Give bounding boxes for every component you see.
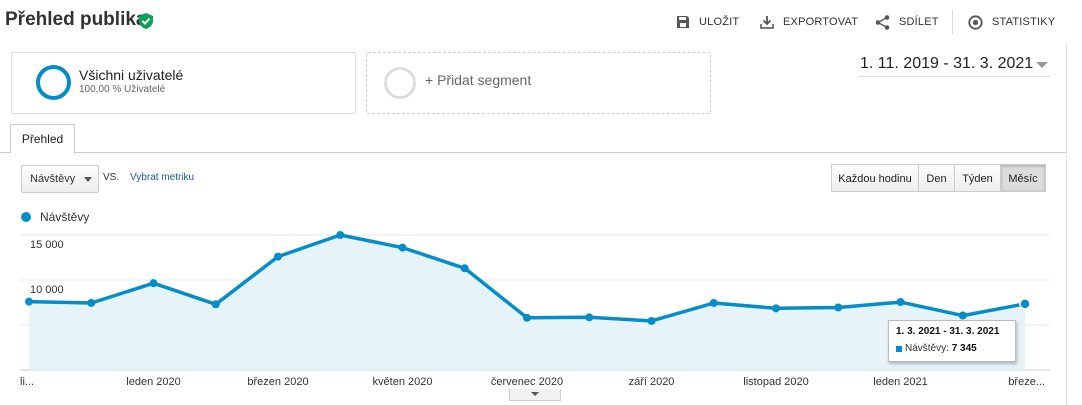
data-point: [336, 231, 345, 239]
save-button[interactable]: ULOŽIT: [676, 13, 739, 31]
segment-all-users[interactable]: Všichni uživatelé 100,00 % Uživatelé: [11, 52, 356, 114]
save-label: ULOŽIT: [699, 16, 740, 28]
save-icon: [677, 16, 689, 28]
chart-tooltip: 1. 3. 2021 - 31. 3. 2021 Návštěvy: 7 345: [888, 320, 1016, 362]
metric-dropdown-label: Návštěvy: [30, 173, 76, 185]
legend-label: Návštěvy: [40, 210, 90, 224]
data-point: [398, 243, 407, 252]
add-segment-button[interactable]: + Přidat segment: [366, 52, 711, 114]
tab-divider: [0, 152, 1066, 153]
page-title: Přehled publika: [5, 9, 147, 30]
chevron-down-icon: [531, 392, 539, 396]
data-point: [958, 311, 967, 320]
data-point: [834, 303, 843, 312]
data-point: [772, 304, 780, 313]
top-toolbar: Přehled publika ULOŽIT EXPORTOVAT SDÍLET…: [0, 0, 1082, 44]
tooltip-value: 7 345: [951, 343, 977, 354]
content-right-border: [1066, 44, 1067, 405]
date-range-text: 1. 11. 2019 - 31. 3. 2021: [860, 55, 1034, 72]
insights-label: STATISTIKY: [992, 16, 1056, 28]
granularity-month-button[interactable]: Měsíc: [1000, 164, 1046, 192]
series-area: [29, 235, 1025, 370]
x-tick-label: li...: [20, 376, 34, 388]
data-point: [460, 264, 469, 273]
data-point: [211, 300, 220, 309]
granularity-week-button[interactable]: Týden: [954, 164, 1001, 192]
granularity-hourly-button[interactable]: Každou hodinu: [831, 164, 919, 192]
x-tick-label: červenec 2020: [491, 376, 563, 388]
empty-segment-ring-icon: [384, 67, 416, 99]
date-range-picker[interactable]: 1. 11. 2019 - 31. 3. 2021: [858, 54, 1050, 77]
data-point: [1019, 298, 1031, 310]
share-label: SDÍLET: [899, 16, 939, 28]
segment-name: Všichni uživatelé: [79, 67, 184, 83]
segment-ring-icon: [36, 65, 71, 100]
x-tick-label: leden 2020: [126, 376, 180, 388]
tooltip-label: Návštěvy: 7 345: [905, 343, 977, 354]
download-icon: [760, 16, 774, 29]
data-point: [87, 298, 96, 307]
data-point: [647, 316, 656, 325]
add-segment-label: + Přidat segment: [425, 72, 532, 88]
x-tick-label: listopad 2020: [743, 376, 808, 388]
share-button[interactable]: SDÍLET: [875, 13, 939, 31]
y-tick-label: 10 000: [30, 284, 64, 296]
data-point: [896, 298, 905, 307]
export-label: EXPORTOVAT: [783, 16, 859, 28]
x-tick-label: září 2020: [629, 376, 675, 388]
data-point: [585, 313, 594, 322]
data-point: [523, 313, 531, 322]
legend-marker: [21, 212, 31, 222]
tooltip-series-marker: [896, 346, 902, 352]
data-point: [25, 297, 33, 306]
dropdown-caret-icon: [84, 177, 92, 182]
toolbar-divider: [952, 10, 953, 34]
y-tick-label: 15 000: [30, 239, 64, 251]
x-tick-label: květen 2020: [373, 376, 433, 388]
chart-expand-handle[interactable]: [509, 389, 561, 401]
vs-label: VS.: [103, 172, 120, 183]
tooltip-series-label: Návštěvy:: [905, 343, 949, 354]
share-icon: [875, 14, 890, 30]
select-metric-link[interactable]: Vybrat metriku: [130, 172, 195, 183]
segment-subtitle: 100,00 % Uživatelé: [79, 84, 166, 95]
data-point: [709, 298, 718, 307]
chevron-down-icon: [1036, 62, 1048, 68]
insights-icon: [968, 14, 983, 30]
insights-button[interactable]: STATISTIKY: [968, 13, 1055, 31]
data-point: [274, 252, 282, 261]
tab-overview[interactable]: Přehled: [10, 124, 75, 154]
granularity-day-button[interactable]: Den: [918, 164, 955, 192]
data-point: [149, 279, 158, 288]
x-tick-label: březen 2020: [247, 376, 308, 388]
x-tick-label: březe...: [1008, 376, 1045, 388]
verified-shield-icon: [139, 13, 153, 29]
metric-dropdown[interactable]: Návštěvy: [21, 165, 99, 193]
x-tick-label: leden 2021: [873, 376, 927, 388]
export-button[interactable]: EXPORTOVAT: [760, 13, 858, 31]
tooltip-title: 1. 3. 2021 - 31. 3. 2021: [896, 326, 1000, 337]
